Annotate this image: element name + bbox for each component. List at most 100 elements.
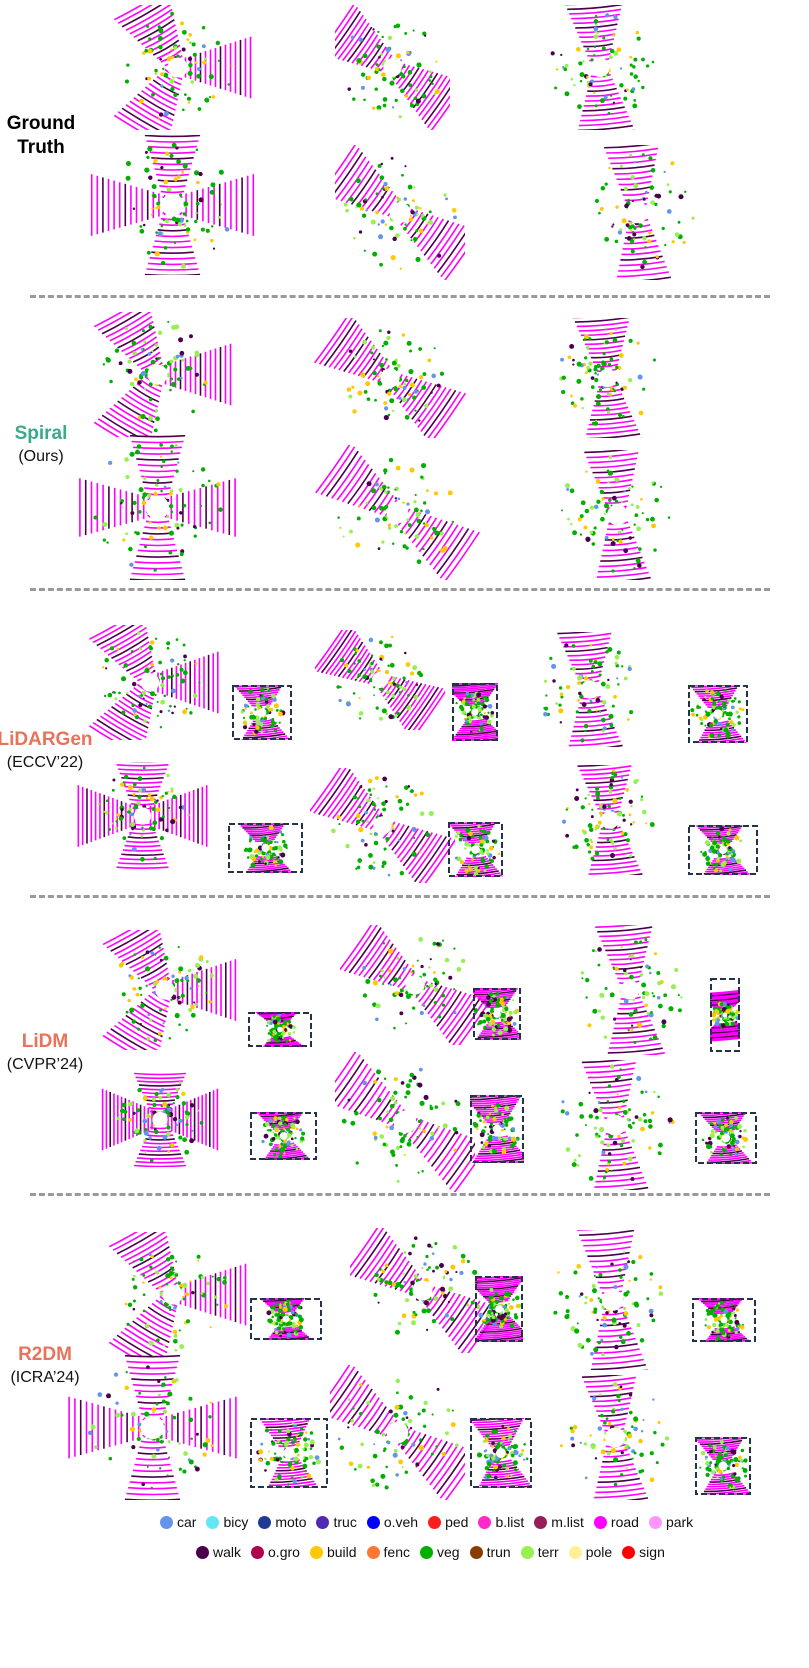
point (148, 1115, 151, 1118)
point (358, 37, 363, 42)
point (127, 368, 133, 374)
point (151, 1097, 156, 1102)
point (402, 544, 407, 549)
point (154, 71, 158, 75)
point (398, 685, 403, 689)
point (590, 376, 595, 380)
point (160, 260, 166, 266)
point (467, 871, 471, 875)
scan-line (345, 164, 374, 204)
point (273, 1116, 278, 1121)
point (730, 857, 736, 863)
scan-line (577, 765, 612, 768)
scan-line (597, 1166, 641, 1172)
point (618, 539, 623, 544)
point (667, 516, 671, 519)
point (469, 692, 475, 698)
scan-line (152, 245, 193, 249)
point (188, 62, 193, 68)
point (283, 843, 288, 848)
scan-line (411, 515, 432, 544)
point (152, 820, 158, 826)
point (366, 820, 369, 823)
point (286, 1022, 289, 1026)
point (385, 712, 389, 716)
point (272, 1121, 275, 1124)
point (633, 779, 638, 785)
point (187, 813, 190, 817)
point (639, 973, 644, 977)
scan-line (141, 1091, 179, 1095)
point (421, 1308, 427, 1314)
scan-line (136, 351, 161, 367)
point (137, 776, 143, 782)
scan-line (335, 6, 359, 42)
point (414, 205, 419, 210)
point (405, 802, 410, 806)
point (712, 863, 716, 866)
scan-line (589, 864, 639, 871)
point (442, 1293, 448, 1299)
point (384, 799, 388, 804)
point (453, 215, 457, 220)
point (579, 72, 585, 78)
point (481, 829, 487, 834)
point (567, 355, 572, 360)
point (588, 82, 593, 87)
point-cloud-panel (335, 1052, 475, 1192)
point (594, 371, 597, 375)
point (162, 459, 166, 463)
point (141, 690, 147, 696)
point (717, 699, 720, 702)
point (612, 387, 615, 391)
point-cloud-panel (75, 435, 240, 580)
scan-line (323, 320, 357, 367)
point (604, 1170, 608, 1174)
scan-line (417, 690, 445, 730)
point (369, 793, 373, 797)
scan-line (563, 642, 609, 648)
scan-line (364, 808, 380, 829)
scan-line (337, 641, 364, 678)
point (564, 643, 569, 648)
point-cloud-render (550, 5, 655, 130)
scan-line (581, 110, 627, 117)
scan-line (141, 89, 176, 111)
point (381, 860, 387, 866)
point (620, 776, 624, 779)
point (420, 509, 423, 513)
scan-line (125, 942, 164, 966)
scan-line (247, 865, 287, 871)
scan-line (106, 930, 141, 949)
point (503, 1117, 507, 1120)
point (604, 182, 608, 186)
point (358, 717, 362, 720)
point (274, 721, 277, 725)
scan-line (415, 517, 438, 548)
point (140, 1003, 145, 1008)
point (180, 978, 184, 982)
point (294, 1312, 298, 1316)
section-separator (30, 1193, 770, 1196)
point (728, 1152, 733, 1157)
scan-line (368, 943, 394, 980)
point (389, 398, 395, 404)
point (412, 1006, 416, 1010)
point (338, 822, 341, 826)
point-cloud-render (561, 765, 655, 875)
point (167, 1150, 171, 1153)
point (109, 379, 113, 384)
point (278, 859, 284, 865)
point (193, 1001, 196, 1004)
point (609, 94, 613, 97)
point (720, 1131, 724, 1136)
scan-line (149, 257, 196, 260)
scan-line (151, 157, 194, 160)
point (631, 485, 634, 488)
point-cloud-panel (550, 318, 665, 438)
scan-line (441, 1295, 466, 1329)
point (606, 407, 610, 411)
point (298, 1322, 302, 1326)
scan-line (151, 251, 194, 254)
point (120, 499, 124, 503)
